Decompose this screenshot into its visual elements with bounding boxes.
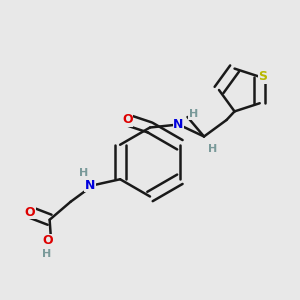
Text: N: N: [173, 118, 184, 131]
Text: H: H: [80, 168, 89, 178]
Text: S: S: [258, 70, 267, 83]
Text: H: H: [208, 143, 217, 154]
Text: O: O: [122, 113, 133, 127]
Text: N: N: [85, 179, 95, 192]
Text: H: H: [42, 249, 51, 259]
Text: H: H: [189, 109, 198, 119]
Text: O: O: [25, 206, 35, 219]
Text: O: O: [43, 234, 53, 247]
